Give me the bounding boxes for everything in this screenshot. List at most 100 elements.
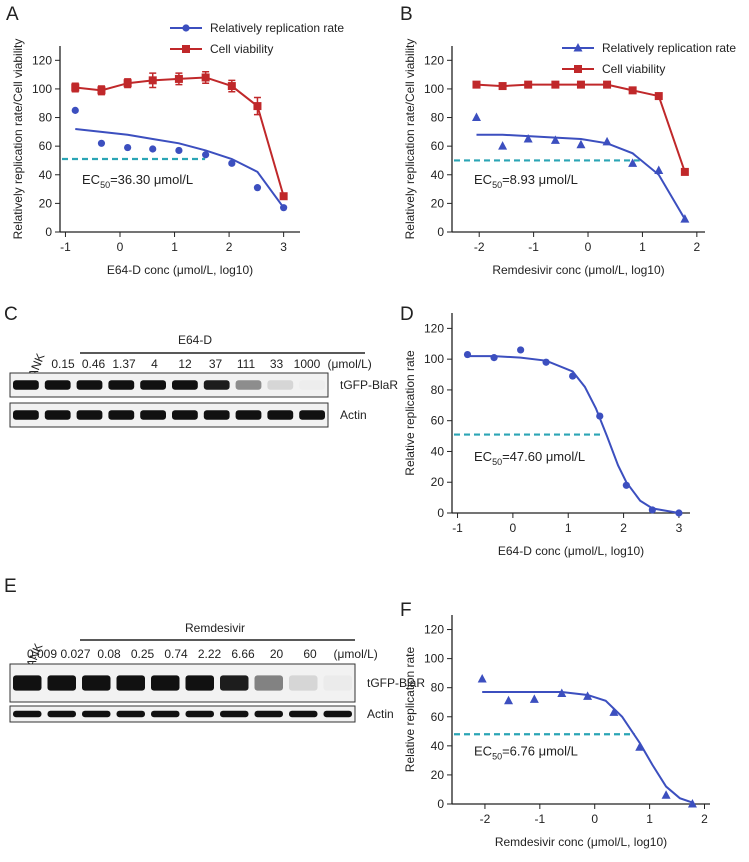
panel-letter: E — [4, 576, 17, 597]
annotation-sub: 50 — [492, 457, 502, 467]
x-tick-label: -1 — [60, 240, 71, 254]
blot-band — [185, 710, 214, 718]
annotation-prefix: EC — [474, 743, 492, 758]
blot-band — [108, 380, 135, 390]
x-axis-label: E64-D conc (μmol/L, log10) — [107, 263, 253, 277]
y-tick-label: 100 — [424, 352, 444, 366]
y-tick-label: 80 — [39, 111, 53, 125]
blot-band — [82, 710, 111, 718]
panel-letter: D — [400, 304, 414, 325]
x-axis-label: Remdesivir conc (μmol/L, log10) — [492, 263, 664, 277]
data-point — [523, 134, 533, 143]
x-tick-label: -1 — [452, 521, 463, 535]
annotation: EC50=47.60 μmol/L — [474, 449, 585, 467]
data-point — [227, 82, 236, 91]
panel-letter: A — [6, 4, 19, 25]
y-tick-label: 0 — [437, 225, 444, 239]
y-tick-label: 60 — [39, 139, 53, 153]
blot-band — [76, 410, 103, 420]
y-tick-label: 100 — [424, 82, 444, 96]
blot-band — [13, 675, 42, 691]
data-point — [149, 145, 157, 153]
concentration-label: 111 — [237, 357, 256, 371]
x-tick-label: -1 — [534, 812, 545, 826]
band-label: tGFP-BlaR — [340, 378, 398, 392]
data-point — [551, 80, 560, 89]
data-point — [661, 790, 671, 799]
data-point — [123, 79, 132, 88]
legend-marker — [182, 24, 190, 32]
x-tick-label: 3 — [280, 240, 287, 254]
y-tick-label: 120 — [424, 321, 444, 335]
x-tick-label: 0 — [117, 240, 124, 254]
blot-band — [235, 380, 262, 390]
data-point — [202, 151, 210, 159]
blot-band — [289, 710, 318, 718]
blot-band — [203, 380, 230, 390]
concentration-label: 0.25 — [131, 647, 155, 661]
data-point — [687, 799, 697, 808]
y-tick-label: 120 — [32, 53, 52, 67]
blot-band — [289, 675, 318, 691]
concentration-label: 0.08 — [97, 647, 121, 661]
concentration-label: 20 — [270, 647, 284, 661]
legend-marker — [573, 43, 583, 52]
band-label: tGFP-BlaR — [367, 676, 425, 690]
blot-band — [172, 380, 198, 390]
annotation-text: =47.60 μmol/L — [502, 449, 585, 464]
blot-band — [76, 380, 103, 390]
data-point — [279, 192, 288, 201]
y-axis-label: Relatively replication rate/Cell viabili… — [11, 39, 25, 240]
data-point — [609, 707, 619, 716]
y-tick-label: 120 — [424, 53, 444, 67]
concentration-label: 60 — [303, 647, 317, 661]
data-point — [675, 509, 683, 517]
data-point — [576, 80, 585, 89]
blot-band — [47, 710, 76, 718]
annotation: EC50=6.76 μmol/L — [474, 743, 578, 761]
x-tick-label: 0 — [510, 521, 517, 535]
blot-band — [108, 410, 135, 420]
data-point — [628, 86, 637, 95]
concentration-label: 1.37 — [112, 357, 136, 371]
x-tick-label: 1 — [646, 812, 653, 826]
concentration-label: 6.66 — [231, 647, 255, 661]
data-point — [550, 135, 560, 144]
blot-band — [44, 410, 71, 420]
y-tick-label: 80 — [431, 383, 445, 397]
annotation-sub: 50 — [100, 180, 110, 190]
data-point — [477, 673, 487, 683]
annotation: EC50=8.93 μmol/L — [474, 172, 578, 190]
blot-band — [44, 380, 71, 390]
blot-band — [220, 710, 249, 718]
band-label: Actin — [367, 707, 394, 721]
annotation-text: =36.30 μmol/L — [110, 172, 193, 187]
y-tick-label: 40 — [39, 168, 53, 182]
data-point — [504, 695, 514, 705]
blot-band — [185, 675, 214, 691]
data-point — [529, 694, 539, 703]
x-tick-label: 1 — [171, 240, 178, 254]
legend-marker — [574, 65, 582, 73]
y-tick-label: 0 — [437, 506, 444, 520]
blot-membrane — [9, 705, 356, 723]
y-tick-label: 80 — [431, 111, 445, 125]
concentration-label: 12 — [178, 357, 192, 371]
annotation-prefix: EC — [82, 172, 100, 187]
data-point — [517, 346, 525, 354]
blot-band — [13, 710, 42, 718]
blot-band — [323, 710, 352, 718]
blot-band — [220, 675, 249, 691]
concentration-label: 0.15 — [51, 357, 75, 371]
legend-label: Relatively replication rate — [210, 21, 344, 35]
data-point — [524, 80, 533, 89]
unit-label: (μmol/L) — [328, 357, 372, 371]
data-point — [175, 146, 183, 155]
data-point — [253, 184, 262, 192]
data-point — [71, 83, 80, 92]
data-point — [680, 167, 689, 176]
x-tick-label: -2 — [474, 240, 485, 254]
blot-band — [235, 410, 262, 420]
fit-curve — [467, 355, 680, 514]
